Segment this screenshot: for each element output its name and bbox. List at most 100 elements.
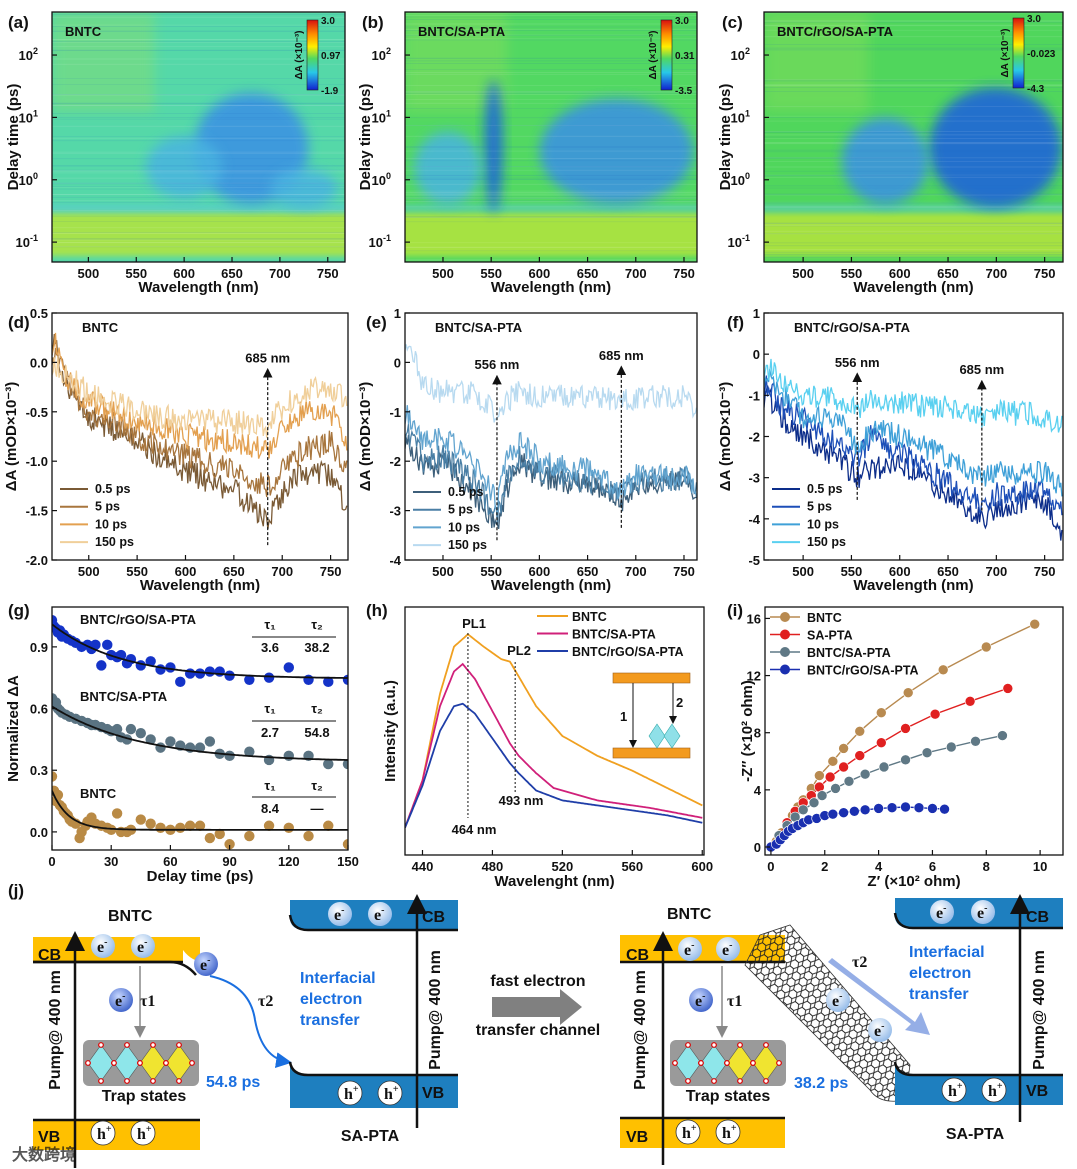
x-tick-label: 750 [673, 266, 695, 281]
channel-label: transfer channel [476, 1022, 600, 1039]
lifetime-label: 38.2 ps [794, 1075, 848, 1092]
data-point [921, 747, 933, 759]
data-point [827, 808, 839, 820]
data-point [859, 804, 871, 816]
panel-e: 0.5 ps 5 ps 10 ps 150 ps 556 nm 685 nm BNTC/SA… [357, 306, 698, 594]
data-point [194, 668, 206, 679]
data-point [106, 824, 117, 836]
data-point [283, 822, 294, 833]
tau2-header: τ₂ [311, 701, 323, 716]
bntc-label: BNTC [667, 906, 712, 923]
svg-text:e-: e- [936, 903, 946, 922]
y-tick-label: 100 [731, 171, 750, 188]
fit-curve [52, 623, 348, 679]
data-point [96, 660, 107, 671]
x-tick-label: 600 [173, 266, 195, 281]
x-tick-label: 550 [480, 266, 502, 281]
svg-text:h+: h+ [948, 1081, 963, 1100]
x-tick-label: 90 [222, 854, 236, 869]
data-point [970, 735, 981, 747]
x-tick-label: 650 [577, 564, 599, 579]
svg-text:h+: h+ [137, 1124, 152, 1143]
heatmap-region [52, 12, 155, 112]
panel-label: (h) [366, 601, 388, 620]
data-point [224, 670, 235, 681]
svg-text:e-: e- [722, 940, 732, 959]
data-point [878, 761, 890, 773]
sample-label: BNTC [82, 320, 119, 335]
panel-f: 0.5 ps 5 ps 10 ps 150 ps 556 nm 685 nm BNTC/rG… [717, 306, 1064, 594]
data-point [90, 639, 101, 651]
legend-marker [780, 629, 790, 640]
y-tick-label: 1 [394, 306, 401, 321]
cb-label: CB [626, 947, 649, 964]
data-point [323, 820, 334, 831]
y-tick-label: -1 [748, 388, 760, 403]
svg-text:e-: e- [334, 905, 344, 924]
x-axis-label: Wavelength (nm) [491, 279, 611, 296]
y-tick-label: 4 [754, 783, 762, 798]
interfacial-transfer-label: electron [909, 965, 971, 982]
legend-label: 0.5 ps [807, 482, 842, 496]
hole-icon: h+ [377, 1080, 403, 1106]
data-point [927, 803, 938, 814]
data-point [155, 664, 166, 675]
data-point [135, 814, 146, 825]
spectrum-line-0 [764, 385, 1063, 541]
x-tick-label: 550 [841, 564, 863, 579]
data-point [854, 750, 866, 761]
svg-text:h+: h+ [384, 1084, 399, 1103]
legend-label: BNTC [572, 610, 607, 624]
y-tick-label: -4 [389, 553, 401, 568]
interfacial-transfer-label: transfer [300, 1012, 360, 1029]
tau2-value: — [311, 801, 324, 816]
series-label: BNTC/SA-PTA [80, 689, 168, 704]
pump-label: Pump@ 400 nm [632, 970, 649, 1090]
plot-frame [51, 606, 349, 851]
y-axis-label: ΔA (mOD×10⁻³) [3, 382, 20, 491]
annotation-label: 685 nm [245, 350, 290, 365]
x-tick-label: 2 [821, 859, 828, 874]
data-point [900, 801, 911, 813]
panel-label: (e) [366, 313, 387, 332]
tau2-header: τ₂ [311, 778, 323, 793]
y-tick-label: -2 [389, 454, 401, 469]
data-point [824, 771, 836, 783]
data-point [145, 656, 156, 667]
electron-icon: e- [131, 934, 155, 958]
legend-label: 5 ps [807, 500, 832, 514]
legend-label: BNTC/rGO/SA-PTA [807, 664, 919, 678]
electron-icon: e- [716, 937, 740, 961]
data-point [814, 770, 825, 781]
data-point [224, 839, 235, 850]
hole-icon: h+ [90, 1120, 116, 1146]
series-label: BNTC/rGO/SA-PTA [80, 612, 197, 627]
plot-area [765, 618, 1041, 853]
panel-i: BNTC SA-PTA BNTC/SA-PTA BNTC/rGO/SA-PTA 0 2 4 6… [727, 601, 1064, 890]
electron-icon: e- [368, 902, 392, 926]
hole-icon: h+ [675, 1119, 701, 1145]
pl-curve-2 [405, 702, 703, 829]
legend-label: BNTC [807, 611, 842, 625]
hole-icon: h+ [941, 1077, 967, 1103]
data-point [283, 750, 294, 762]
pump-label: Pump@ 400 nm [47, 970, 64, 1090]
tau1-value: 3.6 [261, 640, 279, 655]
panel-h: BNTC BNTC/SA-PTA BNTC/rGO/SA-PTA PL1 PL2 464 … [366, 601, 713, 890]
y-tick-label: 12 [747, 669, 761, 684]
tau1-header: τ₁ [264, 617, 275, 632]
data-point [194, 742, 206, 753]
x-tick-label: 500 [432, 564, 454, 579]
tau1-label: τ1 [140, 993, 155, 1010]
svg-text:e-: e- [832, 991, 842, 1010]
data-point [135, 728, 146, 739]
panel-label: (g) [8, 601, 30, 620]
plot-frame [51, 11, 346, 263]
tau2-label: τ2 [852, 954, 867, 971]
y-tick-label: -5 [748, 553, 760, 568]
data-point [859, 768, 871, 780]
svg-text:e-: e- [695, 991, 705, 1010]
legend-label: 150 ps [95, 535, 134, 549]
y-axis-label: ΔA (mOD×10⁻³) [357, 382, 374, 491]
plot-area [52, 12, 345, 262]
